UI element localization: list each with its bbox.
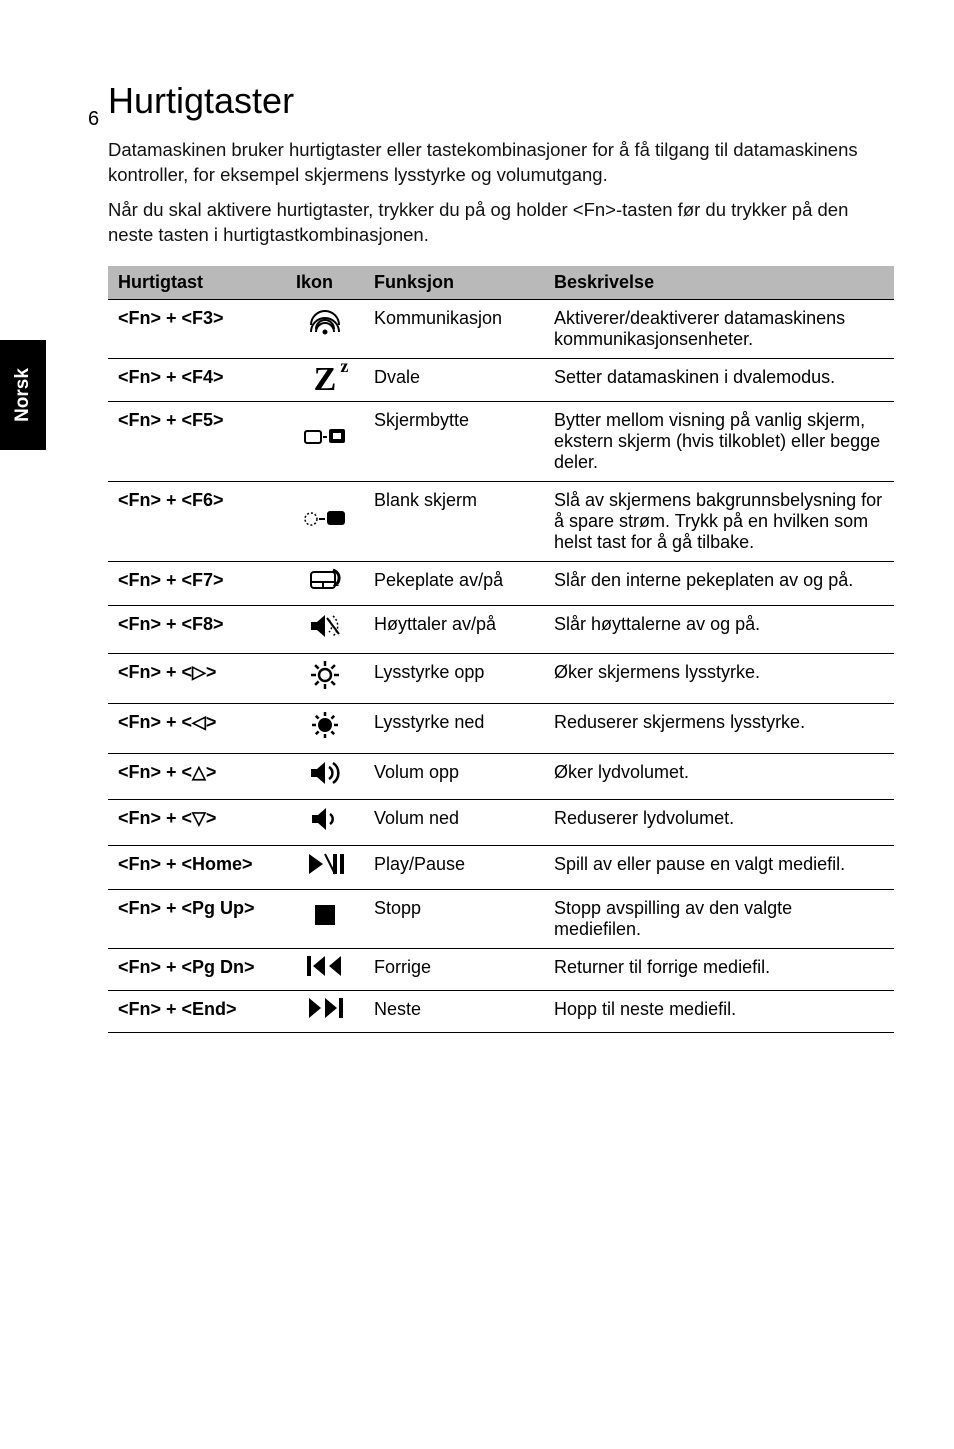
hotkey-cell: <Fn> + <F5> (108, 401, 286, 481)
description-cell: Øker lydvolumet. (544, 753, 894, 799)
col-function: Funksjon (364, 266, 544, 300)
description-cell: Slå av skjermens bakgrunnsbelysning for … (544, 481, 894, 561)
function-cell: Volum ned (364, 799, 544, 845)
table-header-row: Hurtigtast Ikon Funksjon Beskrivelse (108, 266, 894, 300)
intro-paragraph: Når du skal aktivere hurtigtaster, trykk… (108, 198, 894, 248)
function-cell: Dvale (364, 358, 544, 401)
table-row: <Fn> + <F7> Pekeplate av/påSlår den inter… (108, 561, 894, 605)
table-row: <Fn> + <F3> KommunikasjonAktiverer/deakti… (108, 299, 894, 358)
description-cell: Reduserer lydvolumet. (544, 799, 894, 845)
hotkey-cell: <Fn> + <F8> (108, 605, 286, 653)
hotkey-cell: <Fn> + <◁> (108, 703, 286, 753)
hotkey-cell: <Fn> + <Home> (108, 845, 286, 889)
display-switch-icon (286, 401, 364, 481)
touchpad-icon (286, 561, 364, 605)
brightness-down-icon (286, 703, 364, 753)
table-row: <Fn> + <▷> Lysstyrke oppØker skjermens ly… (108, 653, 894, 703)
description-cell: Stopp avspilling av den valgte mediefile… (544, 889, 894, 948)
function-cell: Neste (364, 990, 544, 1032)
language-side-tab: Norsk (0, 340, 46, 450)
table-row: <Fn> + <△> Volum oppØker lydvolumet. (108, 753, 894, 799)
next-track-icon (286, 990, 364, 1032)
page-number: 6 (88, 108, 99, 131)
hotkey-cell: <Fn> + <F3> (108, 299, 286, 358)
description-cell: Hopp til neste mediefil. (544, 990, 894, 1032)
function-cell: Stopp (364, 889, 544, 948)
table-row: <Fn> + <F4>ZzDvaleSetter datamaskinen i … (108, 358, 894, 401)
function-cell: Forrige (364, 948, 544, 990)
table-row: <Fn> + <Home> Play/PauseSpill av eller pa… (108, 845, 894, 889)
wireless-icon (286, 299, 364, 358)
hotkey-cell: <Fn> + <End> (108, 990, 286, 1032)
intro-text: Datamaskinen bruker hurtigtaster eller t… (108, 138, 894, 248)
table-row: <Fn> + <End> NesteHopp til neste mediefil… (108, 990, 894, 1032)
description-cell: Øker skjermens lysstyrke. (544, 653, 894, 703)
blank-screen-icon (286, 481, 364, 561)
function-cell: Høyttaler av/på (364, 605, 544, 653)
hotkey-cell: <Fn> + <F7> (108, 561, 286, 605)
volume-down-icon (286, 799, 364, 845)
table-row: <Fn> + <F6> Blank skjermSlå av skjermens … (108, 481, 894, 561)
function-cell: Skjermbytte (364, 401, 544, 481)
col-description: Beskrivelse (544, 266, 894, 300)
function-cell: Pekeplate av/på (364, 561, 544, 605)
hotkey-cell: <Fn> + <Pg Up> (108, 889, 286, 948)
description-cell: Returner til forrige mediefil. (544, 948, 894, 990)
prev-track-icon (286, 948, 364, 990)
page-content: Hurtigtaster Datamaskinen bruker hurtigt… (108, 80, 894, 1033)
stop-icon (286, 889, 364, 948)
hotkeys-table: Hurtigtast Ikon Funksjon Beskrivelse <Fn… (108, 266, 894, 1033)
description-cell: Setter datamaskinen i dvalemodus. (544, 358, 894, 401)
hotkey-cell: <Fn> + <Pg Dn> (108, 948, 286, 990)
function-cell: Blank skjerm (364, 481, 544, 561)
table-row: <Fn> + <Pg Dn> ForrigeReturner til forrig… (108, 948, 894, 990)
description-cell: Spill av eller pause en valgt mediefil. (544, 845, 894, 889)
page-title: Hurtigtaster (108, 80, 894, 122)
table-row: <Fn> + <▽> Volum nedReduserer lydvolumet. (108, 799, 894, 845)
speaker-mute-icon (286, 605, 364, 653)
intro-paragraph: Datamaskinen bruker hurtigtaster eller t… (108, 138, 894, 188)
hotkey-cell: <Fn> + <△> (108, 753, 286, 799)
function-cell: Play/Pause (364, 845, 544, 889)
brightness-up-icon (286, 653, 364, 703)
col-hotkey: Hurtigtast (108, 266, 286, 300)
table-row: <Fn> + <F8> Høyttaler av/påSlår høyttaler… (108, 605, 894, 653)
description-cell: Slår den interne pekeplaten av og på. (544, 561, 894, 605)
hotkey-cell: <Fn> + <▷> (108, 653, 286, 703)
language-label: Norsk (12, 368, 34, 422)
volume-up-icon (286, 753, 364, 799)
function-cell: Lysstyrke opp (364, 653, 544, 703)
table-row: <Fn> + <Pg Up> StoppStopp avspilling av d… (108, 889, 894, 948)
table-row: <Fn> + <F5> SkjermbytteBytter mellom visn… (108, 401, 894, 481)
function-cell: Volum opp (364, 753, 544, 799)
hotkey-cell: <Fn> + <F4> (108, 358, 286, 401)
col-icon: Ikon (286, 266, 364, 300)
description-cell: Aktiverer/deaktiverer datamaskinens komm… (544, 299, 894, 358)
sleep-icon: Zz (286, 358, 364, 401)
play-pause-icon (286, 845, 364, 889)
hotkey-cell: <Fn> + <F6> (108, 481, 286, 561)
function-cell: Kommunikasjon (364, 299, 544, 358)
description-cell: Reduserer skjermens lysstyrke. (544, 703, 894, 753)
hotkey-cell: <Fn> + <▽> (108, 799, 286, 845)
description-cell: Slår høyttalerne av og på. (544, 605, 894, 653)
function-cell: Lysstyrke ned (364, 703, 544, 753)
table-row: <Fn> + <◁> Lysstyrke nedReduserer skjerme… (108, 703, 894, 753)
description-cell: Bytter mellom visning på vanlig skjerm, … (544, 401, 894, 481)
